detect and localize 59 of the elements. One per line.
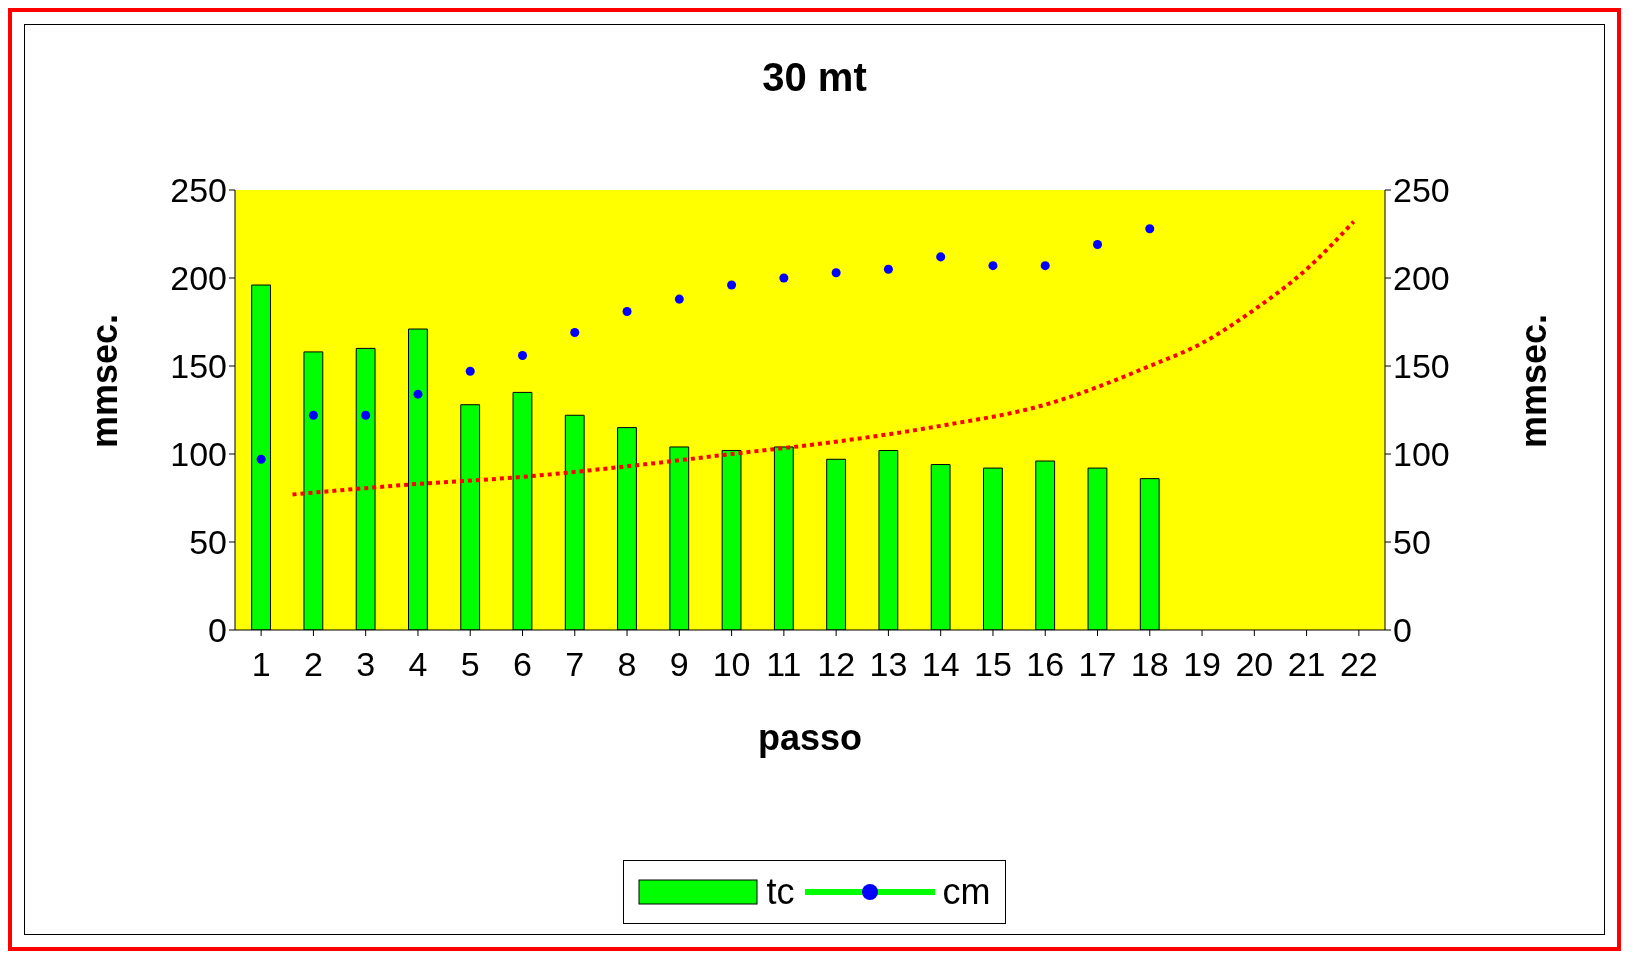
x-tick-label: 2 [303, 645, 323, 684]
x-tick-label: 6 [513, 645, 532, 684]
point [413, 389, 423, 399]
y-tick-label: 250 [170, 171, 227, 210]
x-tick-label: 20 [1235, 645, 1274, 684]
point [674, 294, 684, 304]
point [256, 454, 266, 464]
y2-tick-label: 200 [1393, 259, 1450, 298]
y-tick-label: 150 [170, 347, 227, 386]
point [361, 410, 371, 420]
x-tick-label: 19 [1183, 645, 1221, 684]
y-tick-label: 0 [208, 611, 227, 650]
point [570, 328, 580, 338]
x-tick-label: 11 [766, 645, 802, 684]
x-tick-label: 15 [974, 645, 1012, 684]
x-tick-label: 13 [869, 645, 908, 684]
point [517, 350, 528, 360]
point [988, 261, 998, 271]
line-series [290, 219, 1356, 497]
x-tick-label: 8 [617, 645, 637, 684]
x-tick-label: 22 [1339, 645, 1378, 684]
x-tick-label: 21 [1287, 645, 1326, 684]
x-tick-label: 18 [1130, 645, 1169, 684]
x-tick-label: 17 [1078, 645, 1117, 684]
y-tick-label: 50 [189, 523, 227, 562]
y2-tick-label: 0 [1393, 611, 1412, 650]
x-tick-label: 3 [356, 645, 376, 684]
x-tick-label: 7 [565, 645, 585, 684]
x-tick-label: 5 [460, 645, 480, 684]
x-tick-label: 14 [921, 645, 960, 684]
point [308, 410, 318, 420]
point [1040, 261, 1050, 271]
y2-tick-label: 50 [1393, 523, 1431, 562]
point [936, 252, 946, 262]
point [779, 273, 789, 283]
legend-label: cm [942, 871, 991, 913]
y2-tick-label: 100 [1393, 435, 1450, 474]
y-tick-label: 100 [170, 435, 227, 474]
x-tick-label: 12 [817, 645, 856, 684]
x-axis-title: passo [757, 717, 863, 758]
y-axis-title: mmsec. [84, 312, 126, 451]
point [465, 366, 475, 376]
x-tick-label: 1 [251, 645, 271, 684]
point [1145, 224, 1155, 234]
point [831, 268, 841, 278]
x-tick-label: 16 [1026, 645, 1065, 684]
y-tick-label: 200 [170, 259, 227, 298]
y2-tick-label: 250 [1393, 171, 1450, 210]
legend-label: tc [766, 871, 795, 913]
x-tick-label: 4 [408, 645, 428, 684]
point [883, 264, 893, 274]
y2-axis-title: mmsec. [1513, 312, 1555, 451]
x-tick-label: 10 [712, 645, 751, 684]
chart-title: 30 mt [761, 55, 868, 100]
point [1092, 240, 1103, 250]
point [727, 280, 737, 290]
x-tick-label: 9 [669, 645, 689, 684]
y2-tick-label: 150 [1393, 347, 1450, 386]
point [622, 306, 632, 316]
